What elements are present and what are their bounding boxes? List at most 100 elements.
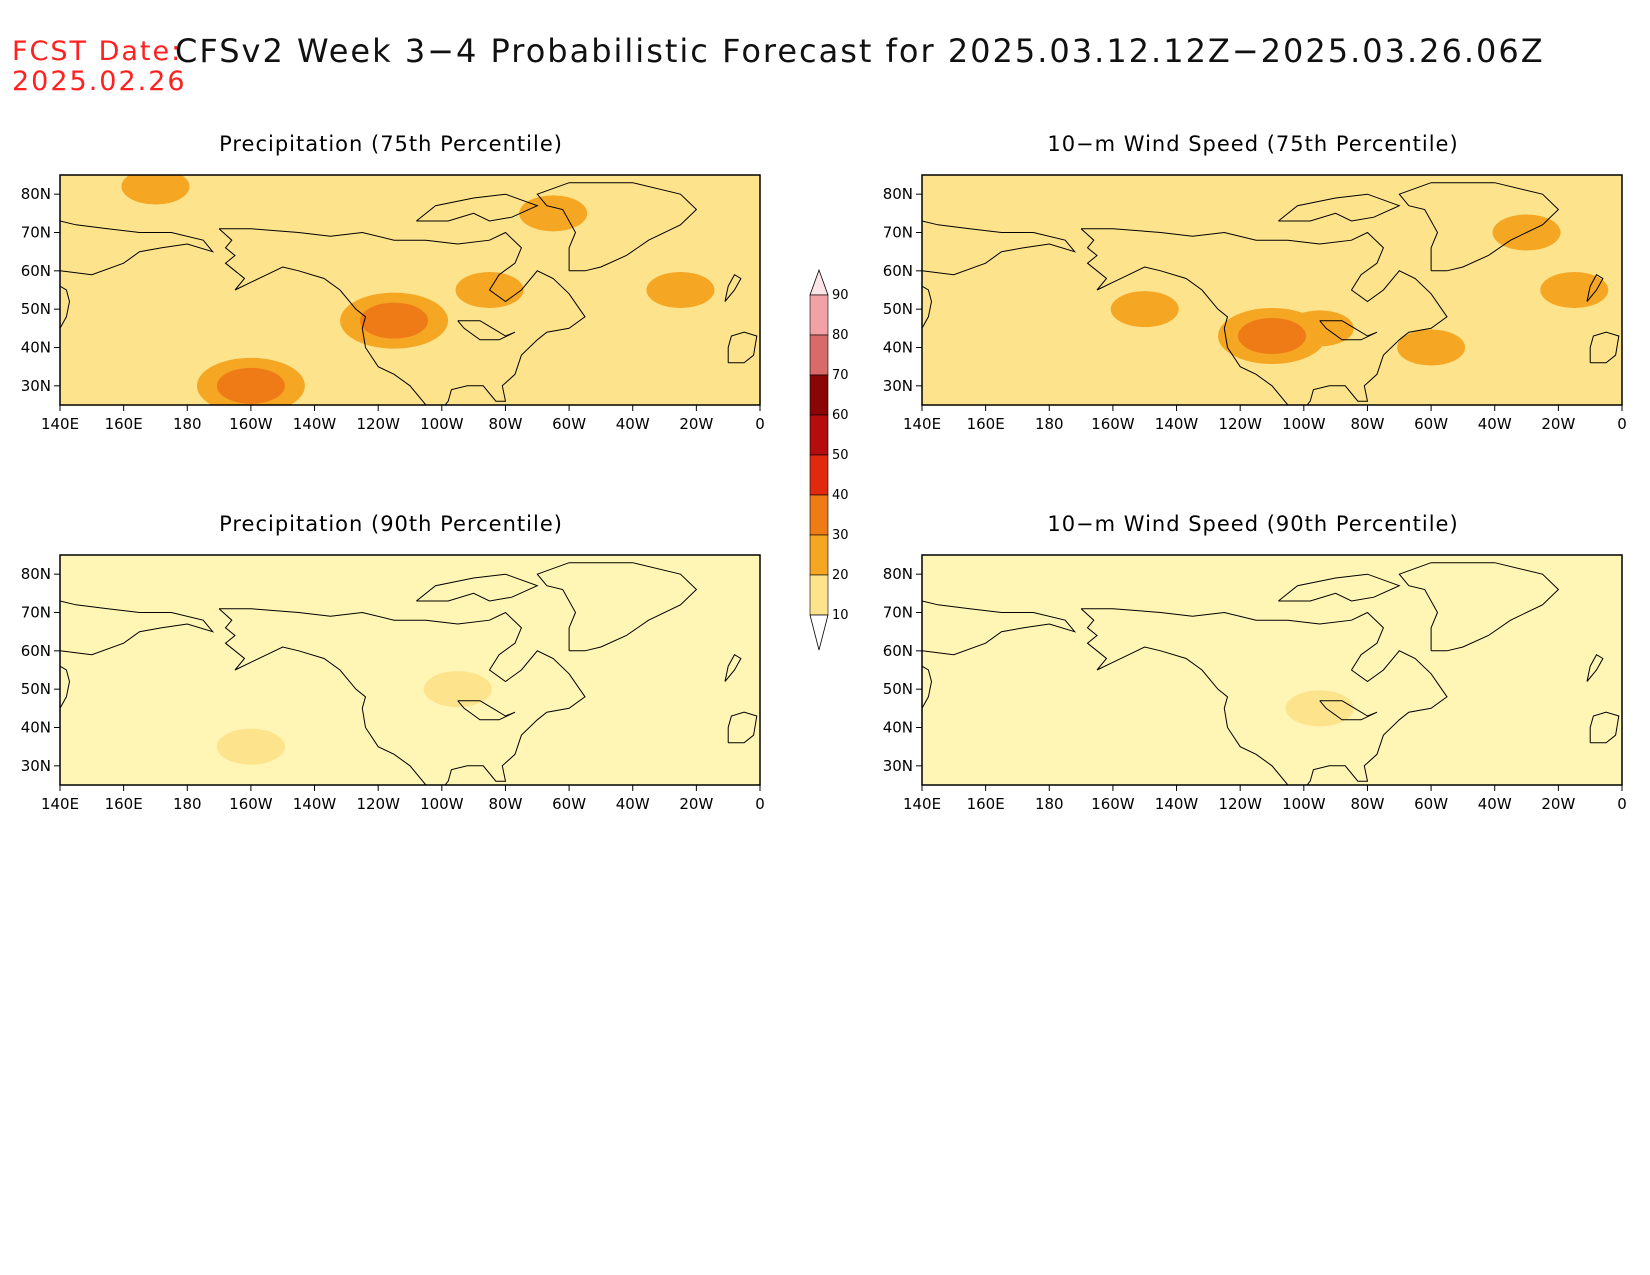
lon-tick-label: 140E bbox=[903, 415, 941, 433]
main-title: CFSv2 Week 3−4 Probabilistic Forecast fo… bbox=[175, 32, 1545, 70]
map-field bbox=[60, 175, 760, 405]
coastline bbox=[60, 600, 215, 656]
map-frame bbox=[921, 174, 1623, 406]
coastline bbox=[727, 711, 758, 744]
lon-tick-label: 40W bbox=[1478, 795, 1512, 813]
lon-tick-label: 100W bbox=[1282, 795, 1326, 813]
lon-tick-label: 160W bbox=[229, 415, 273, 433]
lon-tick-label: 180 bbox=[1035, 795, 1064, 813]
coastline bbox=[1319, 320, 1378, 341]
lon-tick-label: 60W bbox=[552, 795, 586, 813]
map-precip-90: 140E 160E 180 160W 140W 120W 100W 80W 60W 40W 20W 0… bbox=[21, 554, 765, 813]
coastline bbox=[457, 700, 516, 721]
lon-tick-label: 0 bbox=[1617, 795, 1627, 813]
forecast-date-value: 2025.02.26 bbox=[12, 66, 187, 97]
colorbar-label: 10 bbox=[832, 608, 849, 623]
lon-tick-label: 160W bbox=[1091, 415, 1135, 433]
colorbar-label: 40 bbox=[832, 488, 849, 503]
lon-tick-label: 160E bbox=[967, 415, 1005, 433]
coastline bbox=[1278, 193, 1401, 222]
colorbar-label: 80 bbox=[832, 328, 849, 343]
map-wind-90: 140E 160E 180 160W 140W 120W 100W 80W 60W 40W 20W 0… bbox=[883, 554, 1627, 813]
probability-area bbox=[423, 671, 492, 708]
map-frame bbox=[59, 554, 761, 786]
lon-tick-label: 120W bbox=[1218, 795, 1262, 813]
coastline bbox=[1080, 228, 1448, 405]
lat-tick-label: 60N bbox=[21, 262, 51, 280]
lon-tick-label: 180 bbox=[1035, 415, 1064, 433]
lon-tick-label: 20W bbox=[679, 415, 713, 433]
probability-area bbox=[1285, 690, 1354, 727]
probability-area bbox=[519, 195, 588, 232]
coastline bbox=[724, 274, 742, 302]
probability-area bbox=[121, 175, 190, 205]
lon-tick-label: 100W bbox=[1282, 415, 1326, 433]
lat-tick-label: 40N bbox=[21, 719, 51, 737]
lon-tick-label: 80W bbox=[1350, 415, 1384, 433]
map-frame bbox=[921, 554, 1623, 786]
lat-tick-label: 60N bbox=[883, 262, 913, 280]
map-field bbox=[922, 555, 1622, 785]
lon-tick-label: 20W bbox=[1541, 415, 1575, 433]
lon-tick-label: 60W bbox=[1414, 795, 1448, 813]
panel-title-precip-90: Precipitation (90th Percentile) bbox=[219, 512, 563, 536]
probability-area bbox=[216, 367, 285, 404]
lat-tick-label: 70N bbox=[883, 604, 913, 622]
lon-tick-label: 0 bbox=[1617, 415, 1627, 433]
coastline bbox=[1398, 562, 1560, 652]
forecast-date-label: FCST Date: bbox=[12, 36, 183, 67]
coastline bbox=[536, 182, 698, 272]
lat-tick-label: 50N bbox=[883, 300, 913, 318]
lon-tick-label: 100W bbox=[420, 795, 464, 813]
coastline bbox=[1398, 182, 1560, 272]
lon-tick-label: 140E bbox=[41, 415, 79, 433]
lat-tick-label: 80N bbox=[883, 185, 913, 203]
map-field bbox=[60, 555, 760, 785]
colorbar-swatch bbox=[809, 334, 829, 376]
lon-tick-label: 120W bbox=[1218, 415, 1262, 433]
colorbar-label: 60 bbox=[832, 408, 849, 423]
lon-tick-label: 140E bbox=[41, 795, 79, 813]
lat-tick-label: 40N bbox=[21, 339, 51, 357]
lat-tick-label: 50N bbox=[21, 680, 51, 698]
coastline bbox=[1586, 274, 1604, 302]
lon-tick-label: 180 bbox=[173, 795, 202, 813]
probability-area bbox=[646, 272, 715, 308]
lon-tick-label: 80W bbox=[1350, 795, 1384, 813]
lon-tick-label: 20W bbox=[679, 795, 713, 813]
lon-tick-label: 60W bbox=[1414, 415, 1448, 433]
lon-tick-label: 120W bbox=[356, 415, 400, 433]
coastline bbox=[60, 220, 215, 276]
coastline bbox=[1586, 654, 1604, 682]
coastline bbox=[1278, 573, 1401, 602]
lon-tick-label: 80W bbox=[488, 415, 522, 433]
lon-tick-label: 60W bbox=[552, 415, 586, 433]
colorbar-swatch bbox=[809, 414, 829, 456]
coastline bbox=[724, 654, 742, 682]
coastline bbox=[1319, 700, 1378, 721]
lat-tick-label: 30N bbox=[21, 757, 51, 775]
lon-tick-label: 140W bbox=[1155, 415, 1199, 433]
lon-tick-label: 20W bbox=[1541, 795, 1575, 813]
coastline bbox=[60, 285, 71, 329]
lat-tick-label: 80N bbox=[883, 565, 913, 583]
coastline bbox=[922, 665, 933, 709]
map-field bbox=[922, 175, 1622, 405]
probability-area bbox=[360, 302, 429, 339]
lat-tick-label: 70N bbox=[883, 224, 913, 242]
colorbar-swatch bbox=[809, 534, 829, 576]
coastline bbox=[218, 608, 586, 785]
colorbar-top-triangle bbox=[809, 268, 829, 296]
coastline bbox=[727, 331, 758, 364]
map-frame bbox=[59, 174, 761, 406]
lon-tick-label: 140W bbox=[293, 795, 337, 813]
colorbar-swatch bbox=[809, 574, 829, 616]
lat-tick-label: 50N bbox=[883, 680, 913, 698]
field-background bbox=[60, 175, 760, 405]
panel-title-wind-75: 10−m Wind Speed (75th Percentile) bbox=[1047, 132, 1459, 156]
colorbar-legend: 10 20 30 40 50 60 70 80 90 bbox=[809, 268, 849, 651]
lat-tick-label: 80N bbox=[21, 185, 51, 203]
lat-tick-label: 40N bbox=[883, 339, 913, 357]
lon-tick-label: 160W bbox=[229, 795, 273, 813]
lon-tick-label: 120W bbox=[356, 795, 400, 813]
